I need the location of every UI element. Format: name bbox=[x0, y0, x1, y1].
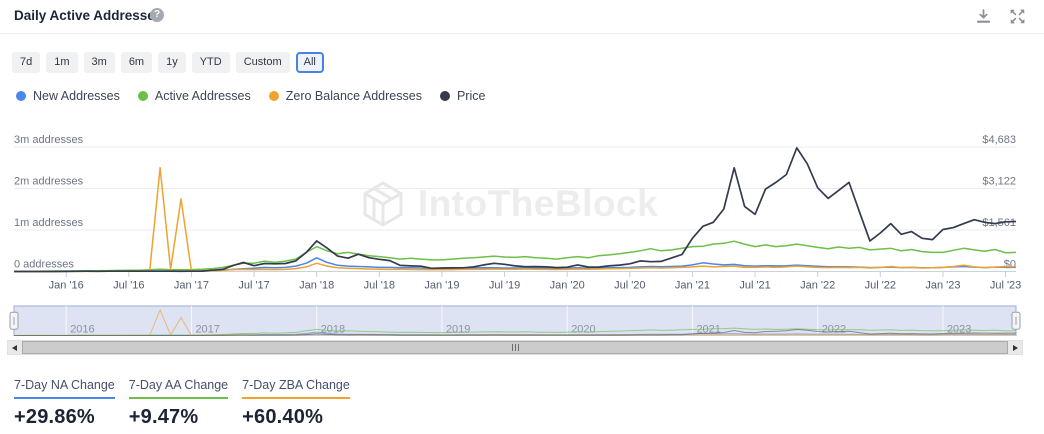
y-axis-left-label: 0 addresses bbox=[14, 259, 74, 271]
seven-day-change-stats: 7-Day NA Change +29.86% 7-Day AA Change +9.… bbox=[14, 376, 350, 429]
watermark-text: IntoTheBlock bbox=[417, 183, 659, 224]
navigator-active-addresses-line bbox=[13, 327, 1017, 336]
range-button-1y[interactable]: 1y bbox=[158, 52, 186, 73]
y-axis-left-label: 3m addresses bbox=[14, 134, 84, 146]
x-axis-label: Jul '21 bbox=[739, 280, 770, 292]
navigator-year-label: 2021 bbox=[696, 324, 720, 336]
navigator-price-line bbox=[14, 328, 1016, 336]
active-addresses-line bbox=[14, 240, 1017, 273]
time-range-selector: 7d 1m 3m 6m 1y YTD Custom All bbox=[12, 52, 324, 73]
stat-7-day-na-change: 7-Day NA Change +29.86% bbox=[14, 376, 115, 429]
range-button-all[interactable]: All bbox=[295, 52, 324, 73]
range-button-ytd[interactable]: YTD bbox=[191, 52, 230, 73]
legend-label: Active Addresses bbox=[154, 89, 251, 103]
legend-item-zero-balance-addresses[interactable]: Zero Balance Addresses bbox=[268, 89, 422, 103]
x-axis-label: Jan '19 bbox=[424, 280, 459, 292]
thumb-grip-icon bbox=[517, 344, 519, 351]
navigator-right-handle[interactable] bbox=[1011, 311, 1021, 330]
stat-label: 7-Day AA Change bbox=[128, 378, 229, 399]
x-axis-label: Jul '22 bbox=[865, 280, 896, 292]
legend-dot-icon bbox=[137, 91, 148, 101]
range-button-3m[interactable]: 3m bbox=[83, 52, 115, 73]
x-axis-label: Jan '16 bbox=[49, 280, 84, 292]
scrollbar-track[interactable] bbox=[22, 341, 1008, 354]
navigator-selected-range[interactable] bbox=[13, 305, 1017, 336]
x-axis-label: Jul '16 bbox=[113, 280, 144, 292]
new-addresses-line bbox=[14, 257, 1016, 273]
range-button-1m[interactable]: 1m bbox=[46, 52, 78, 73]
navigator-year-label: 2023 bbox=[947, 324, 971, 336]
navigator-left-handle[interactable] bbox=[9, 311, 19, 330]
navigator-new-addresses-line bbox=[14, 331, 1016, 336]
right-triangle-icon bbox=[1013, 344, 1018, 351]
scroll-left-button[interactable] bbox=[8, 341, 22, 354]
stat-7-day-zba-change: 7-Day ZBA Change +60.40% bbox=[242, 376, 350, 429]
navigator-year-label: 2018 bbox=[321, 324, 345, 336]
navigator-year-label: 2016 bbox=[70, 324, 94, 336]
stat-7-day-aa-change: 7-Day AA Change +9.47% bbox=[128, 376, 229, 429]
x-axis-label: Jan '18 bbox=[299, 280, 334, 292]
navigator-year-label: 2020 bbox=[571, 324, 595, 336]
thumb-grip-icon bbox=[514, 344, 516, 351]
range-button-custom[interactable]: Custom bbox=[235, 52, 290, 73]
thumb-grip-icon bbox=[511, 344, 513, 351]
x-axis-label: Jul '20 bbox=[614, 280, 645, 292]
horizontal-scrollbar[interactable] bbox=[7, 340, 1023, 355]
legend-item-new-addresses[interactable]: New Addresses bbox=[16, 89, 120, 103]
legend-label: Zero Balance Addresses bbox=[285, 89, 422, 103]
x-axis-label: Jul '17 bbox=[238, 280, 269, 292]
x-axis-label: Jul '23 bbox=[990, 280, 1021, 292]
x-axis-label: Jan '17 bbox=[174, 280, 209, 292]
legend-item-active-addresses[interactable]: Active Addresses bbox=[137, 89, 251, 103]
y-axis-right-label: $4,683 bbox=[982, 134, 1016, 146]
intotheblock-logo-icon bbox=[363, 181, 403, 227]
range-button-6m[interactable]: 6m bbox=[120, 52, 153, 73]
download-icon[interactable] bbox=[975, 8, 992, 25]
stat-value: +9.47% bbox=[128, 406, 199, 428]
page-title: Daily Active Addresses bbox=[14, 8, 163, 23]
navigator-year-label: 2017 bbox=[195, 324, 219, 336]
y-axis-right-label: $0 bbox=[1004, 259, 1016, 271]
legend-label: New Addresses bbox=[33, 89, 120, 103]
stat-value: +60.40% bbox=[242, 406, 324, 428]
help-icon[interactable]: ? bbox=[150, 8, 164, 22]
navigator-zero-balance-addresses-line bbox=[14, 308, 1017, 337]
widget-header: Daily Active Addresses ? bbox=[0, 0, 1044, 34]
range-button-7d[interactable]: 7d bbox=[12, 52, 41, 73]
stat-label: 7-Day ZBA Change bbox=[242, 378, 350, 399]
scroll-right-button[interactable] bbox=[1008, 341, 1022, 354]
x-axis-label: Jan '21 bbox=[675, 280, 710, 292]
legend-label: Price bbox=[456, 89, 486, 103]
x-axis-label: Jul '19 bbox=[489, 280, 520, 292]
navigator-year-label: 2022 bbox=[822, 324, 846, 336]
chart-legend: New Addresses Active Addresses Zero Balanc… bbox=[16, 89, 485, 103]
legend-item-price[interactable]: Price bbox=[439, 89, 486, 103]
x-axis-label: Jan '20 bbox=[550, 280, 585, 292]
legend-dot-icon bbox=[268, 91, 279, 101]
x-axis-label: Jan '23 bbox=[925, 280, 960, 292]
legend-dot-icon bbox=[16, 91, 26, 101]
navigator-year-label: 2019 bbox=[446, 324, 470, 336]
x-axis-label: Jan '22 bbox=[800, 280, 835, 292]
x-axis-label: Jul '18 bbox=[364, 280, 395, 292]
stat-value: +29.86% bbox=[14, 406, 95, 428]
legend-dot-icon bbox=[439, 91, 450, 101]
expand-icon[interactable] bbox=[1009, 8, 1026, 25]
intotheblock-watermark: IntoTheBlock bbox=[0, 181, 1018, 227]
left-triangle-icon bbox=[12, 344, 17, 351]
stat-label: 7-Day NA Change bbox=[14, 378, 115, 399]
scrollbar-thumb[interactable] bbox=[22, 341, 1008, 354]
